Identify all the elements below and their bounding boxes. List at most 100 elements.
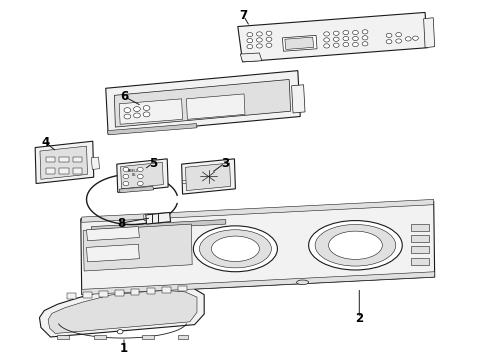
Bar — [59, 157, 69, 162]
Polygon shape — [106, 71, 300, 134]
Text: 8: 8 — [118, 217, 126, 230]
Ellipse shape — [194, 226, 277, 272]
Polygon shape — [81, 201, 435, 294]
Polygon shape — [91, 157, 99, 170]
Circle shape — [143, 112, 150, 117]
Bar — [99, 291, 108, 297]
Circle shape — [386, 40, 392, 44]
Polygon shape — [119, 186, 154, 193]
Circle shape — [257, 38, 262, 42]
Polygon shape — [35, 141, 94, 184]
Circle shape — [257, 32, 262, 36]
Bar — [411, 235, 429, 242]
Polygon shape — [292, 85, 305, 113]
Ellipse shape — [296, 280, 309, 285]
Circle shape — [123, 181, 129, 186]
Ellipse shape — [315, 224, 396, 266]
Polygon shape — [144, 215, 146, 221]
Circle shape — [134, 107, 140, 112]
Circle shape — [134, 113, 140, 118]
Bar — [411, 258, 429, 265]
Circle shape — [137, 174, 143, 179]
Circle shape — [343, 42, 349, 47]
Circle shape — [123, 174, 129, 179]
Circle shape — [266, 31, 272, 35]
Bar — [147, 288, 155, 294]
Polygon shape — [285, 37, 314, 49]
Circle shape — [333, 31, 339, 35]
Circle shape — [247, 39, 253, 43]
Circle shape — [324, 38, 329, 42]
Circle shape — [413, 36, 418, 40]
Polygon shape — [183, 180, 187, 184]
Circle shape — [353, 42, 358, 47]
Bar — [73, 157, 82, 162]
Polygon shape — [186, 94, 245, 119]
Circle shape — [396, 32, 401, 37]
Circle shape — [362, 30, 368, 34]
Text: 1: 1 — [120, 342, 128, 355]
Circle shape — [324, 32, 329, 36]
Bar — [73, 168, 82, 174]
Polygon shape — [117, 159, 168, 192]
Text: 5: 5 — [148, 157, 157, 170]
Bar — [131, 289, 139, 294]
Polygon shape — [82, 199, 434, 222]
Polygon shape — [87, 244, 139, 262]
Circle shape — [266, 37, 272, 41]
Bar — [162, 287, 171, 293]
Polygon shape — [40, 286, 204, 337]
Text: 4: 4 — [42, 136, 50, 149]
Circle shape — [137, 181, 143, 186]
Polygon shape — [121, 162, 163, 189]
Circle shape — [143, 105, 150, 111]
Circle shape — [247, 45, 253, 49]
Bar — [46, 157, 55, 162]
Ellipse shape — [199, 230, 271, 268]
Bar — [411, 224, 429, 231]
Circle shape — [247, 32, 253, 37]
Bar — [142, 334, 154, 339]
Polygon shape — [182, 159, 235, 194]
Ellipse shape — [211, 236, 259, 261]
Circle shape — [266, 43, 272, 48]
Circle shape — [324, 44, 329, 48]
Bar — [83, 292, 92, 298]
Bar — [46, 168, 55, 174]
Text: 2: 2 — [355, 312, 364, 325]
Polygon shape — [240, 53, 262, 62]
Circle shape — [137, 167, 143, 171]
Circle shape — [117, 330, 123, 334]
Bar — [67, 293, 76, 299]
Circle shape — [123, 167, 129, 171]
Text: 7: 7 — [240, 9, 247, 22]
Circle shape — [362, 42, 368, 46]
Circle shape — [405, 37, 411, 41]
Bar — [178, 334, 188, 339]
Bar — [411, 246, 429, 253]
Polygon shape — [108, 123, 197, 135]
Text: ABELL
B5: ABELL B5 — [128, 168, 139, 177]
Polygon shape — [146, 212, 171, 224]
Text: 3: 3 — [221, 157, 229, 170]
Circle shape — [343, 30, 349, 35]
Polygon shape — [424, 18, 435, 48]
Circle shape — [333, 43, 339, 48]
Text: 6: 6 — [120, 90, 128, 103]
Ellipse shape — [329, 231, 382, 259]
Polygon shape — [114, 80, 291, 127]
Circle shape — [353, 36, 358, 41]
Polygon shape — [185, 163, 231, 190]
Polygon shape — [87, 226, 139, 241]
Circle shape — [333, 37, 339, 41]
Polygon shape — [40, 146, 88, 179]
Bar — [94, 334, 106, 339]
Bar — [178, 286, 187, 292]
Polygon shape — [91, 220, 226, 231]
Bar — [115, 290, 123, 296]
Circle shape — [386, 33, 392, 37]
Circle shape — [396, 39, 401, 43]
Circle shape — [257, 44, 262, 48]
Circle shape — [343, 36, 349, 41]
Polygon shape — [282, 35, 317, 51]
